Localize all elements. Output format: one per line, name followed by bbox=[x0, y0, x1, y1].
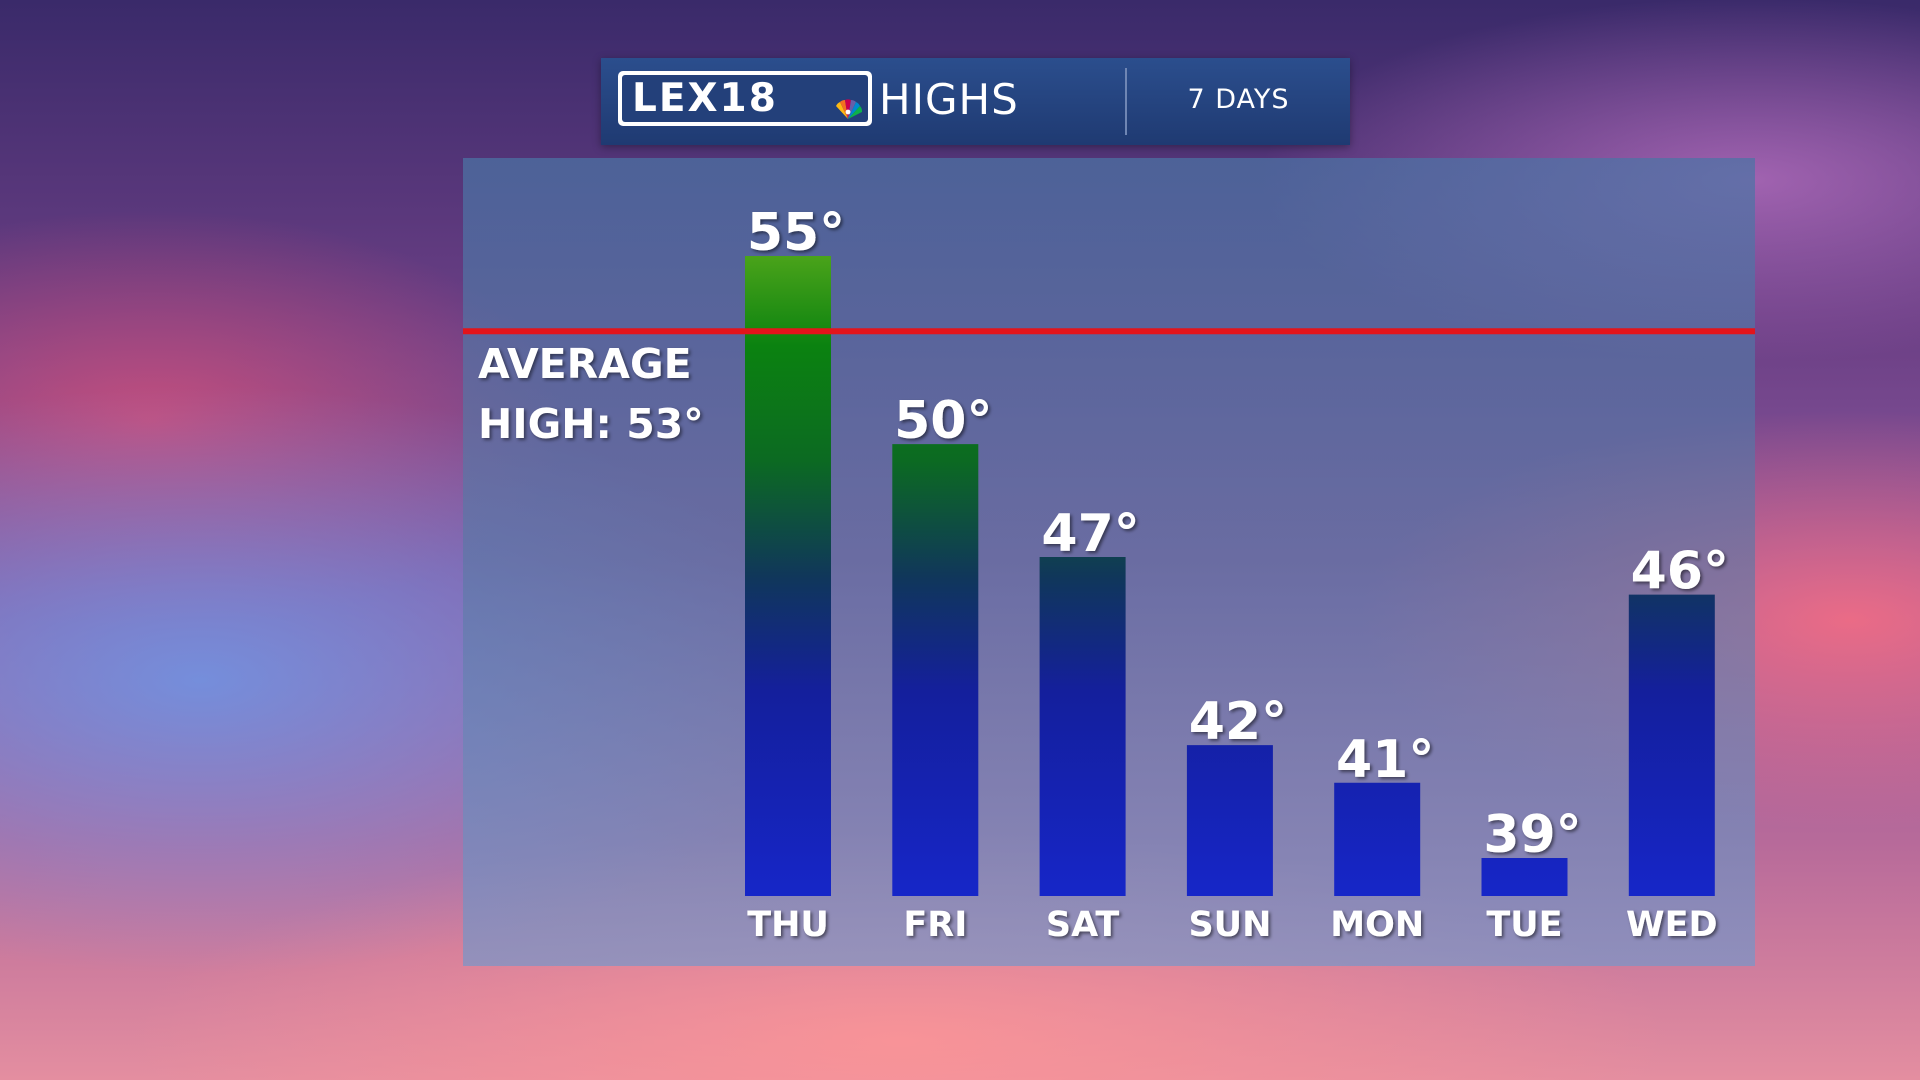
lex18-logo: LEX18 bbox=[618, 71, 872, 126]
average-label-line1: AVERAGE bbox=[478, 340, 692, 388]
bar-thu bbox=[745, 256, 831, 896]
bar-wed bbox=[1628, 594, 1715, 896]
bar-sun bbox=[1186, 745, 1273, 896]
bar-fri bbox=[892, 444, 979, 896]
average-high-label: AVERAGE HIGH: 53° bbox=[478, 334, 704, 454]
bar-chart: 55° THU 50° FRI 47° SAT 42° SUN 41° MON 39° TUE 46° W… bbox=[463, 203, 1755, 945]
value-label-fri: 50° bbox=[894, 391, 992, 451]
header-divider bbox=[1125, 68, 1127, 135]
value-label-tue: 39° bbox=[1483, 805, 1581, 865]
forecast-range-label: 7 DAYS bbox=[1187, 84, 1290, 115]
bar-sat bbox=[1039, 557, 1126, 896]
chart-panel: 55° THU 50° FRI 47° SAT 42° SUN 41° MON 39° TUE 46° W… bbox=[463, 158, 1755, 966]
day-label-sun: SUN bbox=[1188, 905, 1271, 945]
day-label-sat: SAT bbox=[1046, 905, 1120, 945]
average-label-line2: HIGH: 53° bbox=[478, 400, 704, 448]
value-label-thu: 55° bbox=[747, 203, 845, 263]
day-label-fri: FRI bbox=[903, 905, 967, 945]
day-label-mon: MON bbox=[1330, 905, 1424, 945]
day-label-wed: WED bbox=[1626, 905, 1718, 945]
graphic-title: HIGHS bbox=[879, 75, 1019, 124]
graphic-header: LEX18 HIGHS 7 DAYS bbox=[601, 58, 1350, 145]
logo-text: LEX18 bbox=[632, 76, 778, 121]
bar-tue bbox=[1481, 858, 1568, 896]
day-label-thu: THU bbox=[747, 905, 829, 945]
value-label-mon: 41° bbox=[1336, 730, 1434, 790]
bar-mon bbox=[1334, 782, 1421, 896]
value-label-sat: 47° bbox=[1041, 504, 1139, 564]
peacock-icon bbox=[836, 99, 863, 119]
value-label-wed: 46° bbox=[1631, 542, 1729, 602]
day-label-tue: TUE bbox=[1486, 905, 1562, 945]
value-label-sun: 42° bbox=[1189, 692, 1287, 752]
